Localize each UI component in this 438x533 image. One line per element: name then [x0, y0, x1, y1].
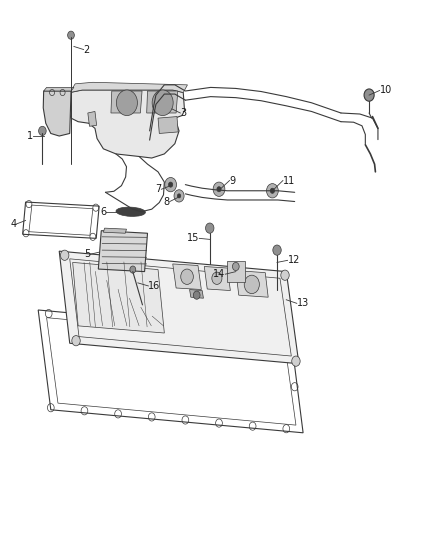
Polygon shape — [67, 90, 184, 158]
Circle shape — [217, 187, 221, 192]
Text: 2: 2 — [84, 45, 90, 54]
Polygon shape — [43, 91, 71, 136]
Circle shape — [212, 272, 222, 285]
Circle shape — [273, 245, 281, 255]
Bar — [226, 261, 245, 282]
Circle shape — [60, 250, 69, 260]
Text: 5: 5 — [84, 249, 90, 259]
Circle shape — [292, 356, 300, 366]
Circle shape — [130, 266, 136, 273]
Text: 14: 14 — [213, 269, 225, 279]
Text: 7: 7 — [155, 184, 161, 194]
Circle shape — [364, 89, 374, 101]
Text: 3: 3 — [180, 108, 187, 118]
Circle shape — [266, 183, 278, 198]
Circle shape — [233, 262, 239, 271]
Polygon shape — [147, 91, 178, 113]
Circle shape — [281, 270, 289, 280]
Text: 15: 15 — [187, 233, 199, 244]
Polygon shape — [70, 82, 187, 93]
Text: 10: 10 — [380, 85, 392, 95]
Circle shape — [39, 126, 46, 135]
Polygon shape — [59, 251, 299, 364]
Circle shape — [270, 188, 275, 193]
Polygon shape — [111, 91, 142, 113]
Text: 16: 16 — [148, 281, 161, 291]
Polygon shape — [103, 228, 127, 233]
Text: 11: 11 — [283, 175, 295, 185]
Circle shape — [72, 336, 80, 346]
Text: 8: 8 — [164, 197, 170, 206]
Circle shape — [244, 275, 259, 294]
Ellipse shape — [116, 207, 145, 216]
Polygon shape — [73, 262, 164, 333]
Polygon shape — [204, 266, 230, 290]
Polygon shape — [190, 289, 203, 298]
Circle shape — [174, 190, 184, 202]
Polygon shape — [98, 231, 148, 272]
Text: 13: 13 — [297, 298, 309, 309]
Text: 9: 9 — [230, 175, 236, 185]
Circle shape — [177, 194, 181, 198]
Circle shape — [165, 177, 177, 192]
Polygon shape — [88, 111, 97, 126]
Polygon shape — [173, 264, 201, 289]
Circle shape — [169, 182, 173, 187]
Circle shape — [152, 90, 173, 116]
Text: 12: 12 — [287, 255, 300, 265]
Circle shape — [181, 269, 193, 285]
Circle shape — [213, 182, 225, 196]
Circle shape — [193, 291, 200, 299]
Circle shape — [205, 223, 214, 233]
Polygon shape — [44, 87, 74, 91]
Polygon shape — [236, 271, 268, 297]
Circle shape — [117, 90, 138, 116]
Circle shape — [67, 31, 74, 39]
Text: 1: 1 — [27, 131, 33, 141]
Text: 4: 4 — [10, 219, 16, 229]
Polygon shape — [158, 117, 178, 133]
Text: 6: 6 — [100, 207, 106, 217]
